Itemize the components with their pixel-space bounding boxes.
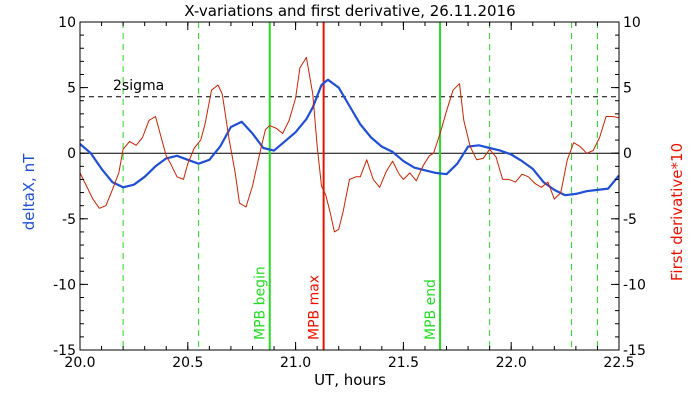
x-tick-label: 20.0: [64, 355, 95, 371]
y-tick-label-left: -15: [53, 343, 76, 359]
x-tick-label: 20.5: [172, 355, 203, 371]
y-axis-left-title: deltaX, nT: [20, 153, 38, 230]
mpb-max-label: MPB max: [307, 275, 323, 340]
x-tick-label: 21.0: [280, 355, 311, 371]
y-tick-label-right: -5: [623, 212, 637, 228]
y-tick-label-left: 0: [67, 146, 76, 162]
y-axis-right-ticks: 10 5 0 -5 -10 -15: [611, 15, 646, 359]
plot-frame: [79, 21, 620, 351]
plot-content: MPB begin MPB max MPB end: [79, 22, 620, 350]
mpb-end-label: MPB end: [423, 279, 439, 340]
y-tick-label-right: -10: [623, 277, 646, 293]
series-derivative: [79, 56, 620, 233]
chart-title: X-variations and first derivative, 26.11…: [184, 2, 515, 20]
y-axis-left-ticks: 10 5 0 -5 -10 -15: [53, 15, 88, 359]
x-tick-label: 22.5: [603, 355, 634, 371]
series-deltaX: [79, 78, 620, 197]
x-tick-label: 22.0: [496, 355, 527, 371]
y-tick-label-right: -15: [623, 343, 646, 359]
mpb-begin-label: MPB begin: [253, 266, 269, 340]
y-tick-label-left: -5: [62, 212, 76, 228]
x-axis-title: UT, hours: [314, 371, 386, 389]
y-tick-label-right: 10: [623, 15, 641, 31]
y-tick-label-right: 0: [623, 146, 632, 162]
threshold-label: 2sigma: [113, 78, 164, 94]
y-axis-right-title: First derivative*10: [668, 143, 686, 281]
y-tick-label-right: 5: [623, 81, 632, 97]
y-tick-label-left: 5: [67, 81, 76, 97]
y-tick-label-left: 10: [58, 15, 76, 31]
x-axis-ticks: 20.0 20.5 21.0 21.5 22.0 22.5: [64, 22, 635, 371]
x-tick-label: 21.5: [388, 355, 419, 371]
y-tick-label-left: -10: [53, 277, 76, 293]
